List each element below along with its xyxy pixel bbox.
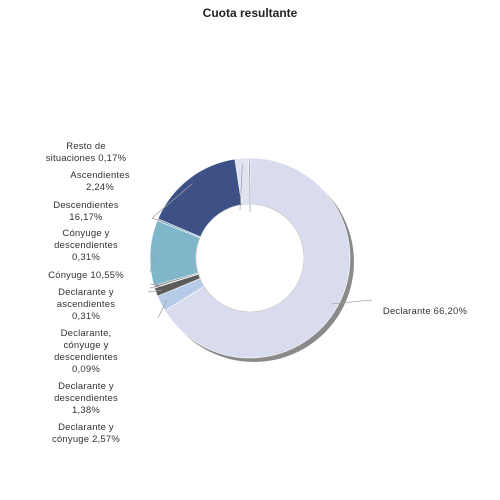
label-declarante-y-descendientes: Declarante y descendientes 1,38%: [54, 381, 118, 416]
label-conyuge: Cónyuge 10,55%: [48, 270, 124, 281]
label-resto-de-situaciones: Resto de situaciones 0,17%: [45, 141, 127, 164]
label-ascendientes: Ascendientes 2,24%: [70, 170, 130, 193]
leader-declarante: [332, 299, 373, 305]
label-descendientes: Descendientes 16,17%: [53, 200, 119, 223]
chart-title: Cuota resultante: [202, 6, 298, 20]
label-declarante-y-conyuge: Declarante y cónyuge 2,57%: [51, 422, 121, 445]
leader-descendientes: [151, 183, 193, 219]
label-conyuge-y-descendientes: Cónyuge y descendientes 0,31%: [54, 228, 118, 263]
leader-conyuge: [149, 252, 157, 273]
leader-declarante-y-conyuge: [157, 300, 167, 319]
leader-declarante-y-descendientes: [147, 289, 162, 293]
leader-resto-de-situaciones: [249, 163, 251, 213]
leader-declarante-conyuge-y-descendientes: [149, 285, 161, 289]
leader-conyuge-y-descendientes: [151, 217, 164, 223]
donut-hole: [195, 203, 305, 313]
label-declarante-conyuge-y-descendientes: Declarante, cónyuge y descendientes 0,09…: [54, 328, 118, 375]
leader-ascendientes: [239, 164, 243, 211]
label-declarante-y-ascendientes: Declarante y ascendientes 0,31%: [56, 287, 116, 322]
leader-declarante-y-ascendientes: [149, 283, 160, 286]
label-declarante: Declarante 66,20%: [382, 306, 468, 317]
